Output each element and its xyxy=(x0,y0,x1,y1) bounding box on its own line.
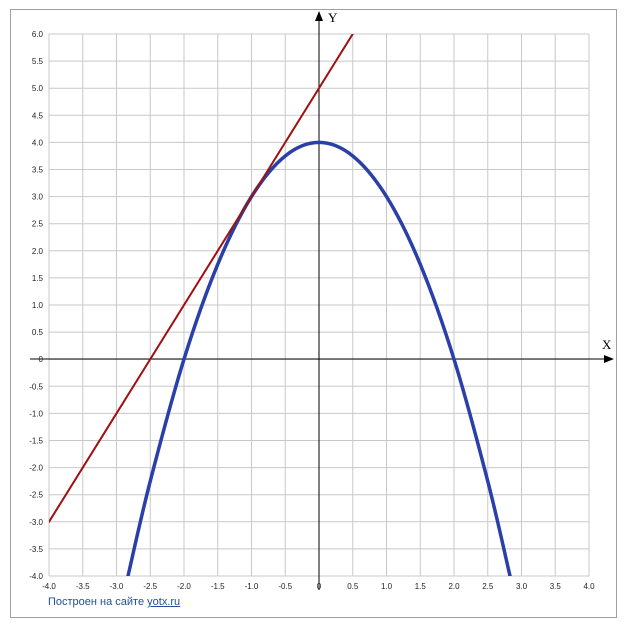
x-tick-label: 3.0 xyxy=(516,582,528,591)
y-tick-label: 5.5 xyxy=(32,57,44,66)
y-tick-label: 4.0 xyxy=(32,138,44,147)
y-tick-label: -2.0 xyxy=(29,464,43,473)
y-tick-label: 1.0 xyxy=(32,301,44,310)
y-tick-label: 0 xyxy=(39,355,44,364)
x-tick-label: 1.5 xyxy=(415,582,427,591)
x-axis-label: X xyxy=(602,337,612,352)
y-tick-label: 1.5 xyxy=(32,274,44,283)
x-tick-label: -3.0 xyxy=(110,582,124,591)
x-tick-label: 1.0 xyxy=(381,582,393,591)
y-tick-labels: -4.0 -3.5 -3.0 -2.5 -2.0 -1.5 -1.0 -0.5 0 0.5 1.0 1… xyxy=(29,30,43,581)
x-tick-label: -4.0 xyxy=(42,582,56,591)
x-tick-label: -0.5 xyxy=(278,582,292,591)
x-tick-label: 2.5 xyxy=(482,582,494,591)
y-axis-arrow xyxy=(315,11,323,21)
y-tick-label: -4.0 xyxy=(29,572,43,581)
y-tick-label: 3.0 xyxy=(32,193,44,202)
y-tick-label: 0.5 xyxy=(32,328,44,337)
y-tick-label: -3.0 xyxy=(29,518,43,527)
y-axis-label: Y xyxy=(328,10,338,25)
y-tick-label: 2.5 xyxy=(32,220,44,229)
site-link[interactable]: yotx.ru xyxy=(147,596,181,608)
chart-frame xyxy=(10,9,617,618)
x-tick-label: -2.0 xyxy=(177,582,191,591)
x-tick-label: -1.0 xyxy=(245,582,259,591)
y-tick-label: -1.5 xyxy=(29,437,43,446)
y-tick-label: -3.5 xyxy=(29,545,43,554)
x-tick-label: -1.5 xyxy=(211,582,225,591)
series-parabola-line xyxy=(126,140,512,576)
series-tangent-line xyxy=(49,34,354,523)
y-tick-label: -1.0 xyxy=(29,409,43,418)
y-tick-label: -0.5 xyxy=(29,382,43,391)
x-tick-label: 3.5 xyxy=(550,582,562,591)
x-axis-arrow xyxy=(604,355,614,363)
x-tick-label: -2.5 xyxy=(143,582,157,591)
y-tick-label: -2.5 xyxy=(29,491,43,500)
y-tick-label: 5.0 xyxy=(32,84,44,93)
y-tick-label: 2.0 xyxy=(32,247,44,256)
x-tick-label: 2.0 xyxy=(448,582,460,591)
x-tick-label: -3.5 xyxy=(76,582,90,591)
footer: Построен на сайте yotx.ru xyxy=(48,596,180,608)
x-tick-label: 4.0 xyxy=(583,582,595,591)
y-tick-label: 6.0 xyxy=(32,30,44,39)
series xyxy=(49,34,512,576)
x-tick-label: 0.5 xyxy=(347,582,359,591)
y-tick-label: 4.5 xyxy=(32,111,44,120)
axes: X Y xyxy=(30,10,614,590)
footer-text: Построен на сайте xyxy=(48,596,148,608)
y-tick-label: 3.5 xyxy=(32,166,44,175)
x-tick-label: 0 xyxy=(317,582,322,591)
x-tick-labels: -4.0 -3.5 -3.0 -2.5 -2.0 -1.5 -1.0 -0.5 0 0.5 1.0 1… xyxy=(42,582,595,591)
